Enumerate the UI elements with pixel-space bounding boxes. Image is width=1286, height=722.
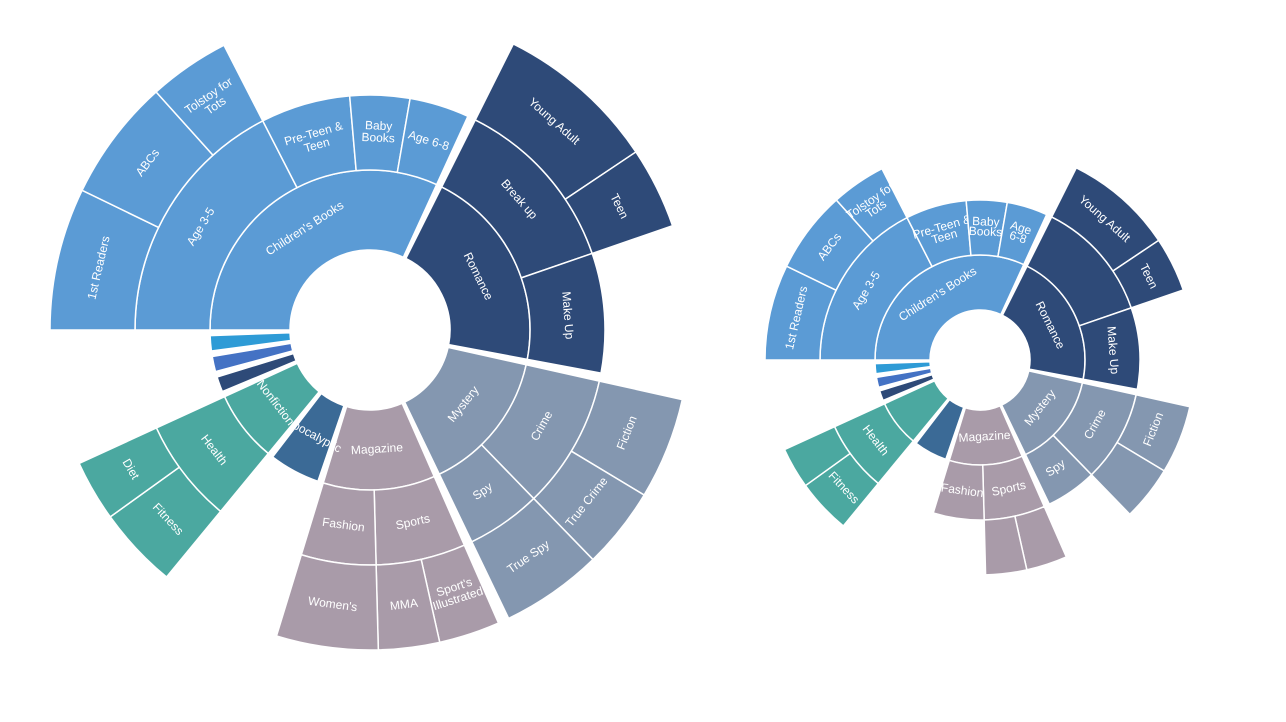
segment-label: BabyBooks [968,214,1002,239]
sunburst-svg: Children's BooksAge 3-51st ReadersABCsTo… [0,0,1286,722]
chart-stage: Children's BooksAge 3-51st ReadersABCsTo… [0,0,1286,722]
segment-label: BabyBooks [361,118,395,145]
